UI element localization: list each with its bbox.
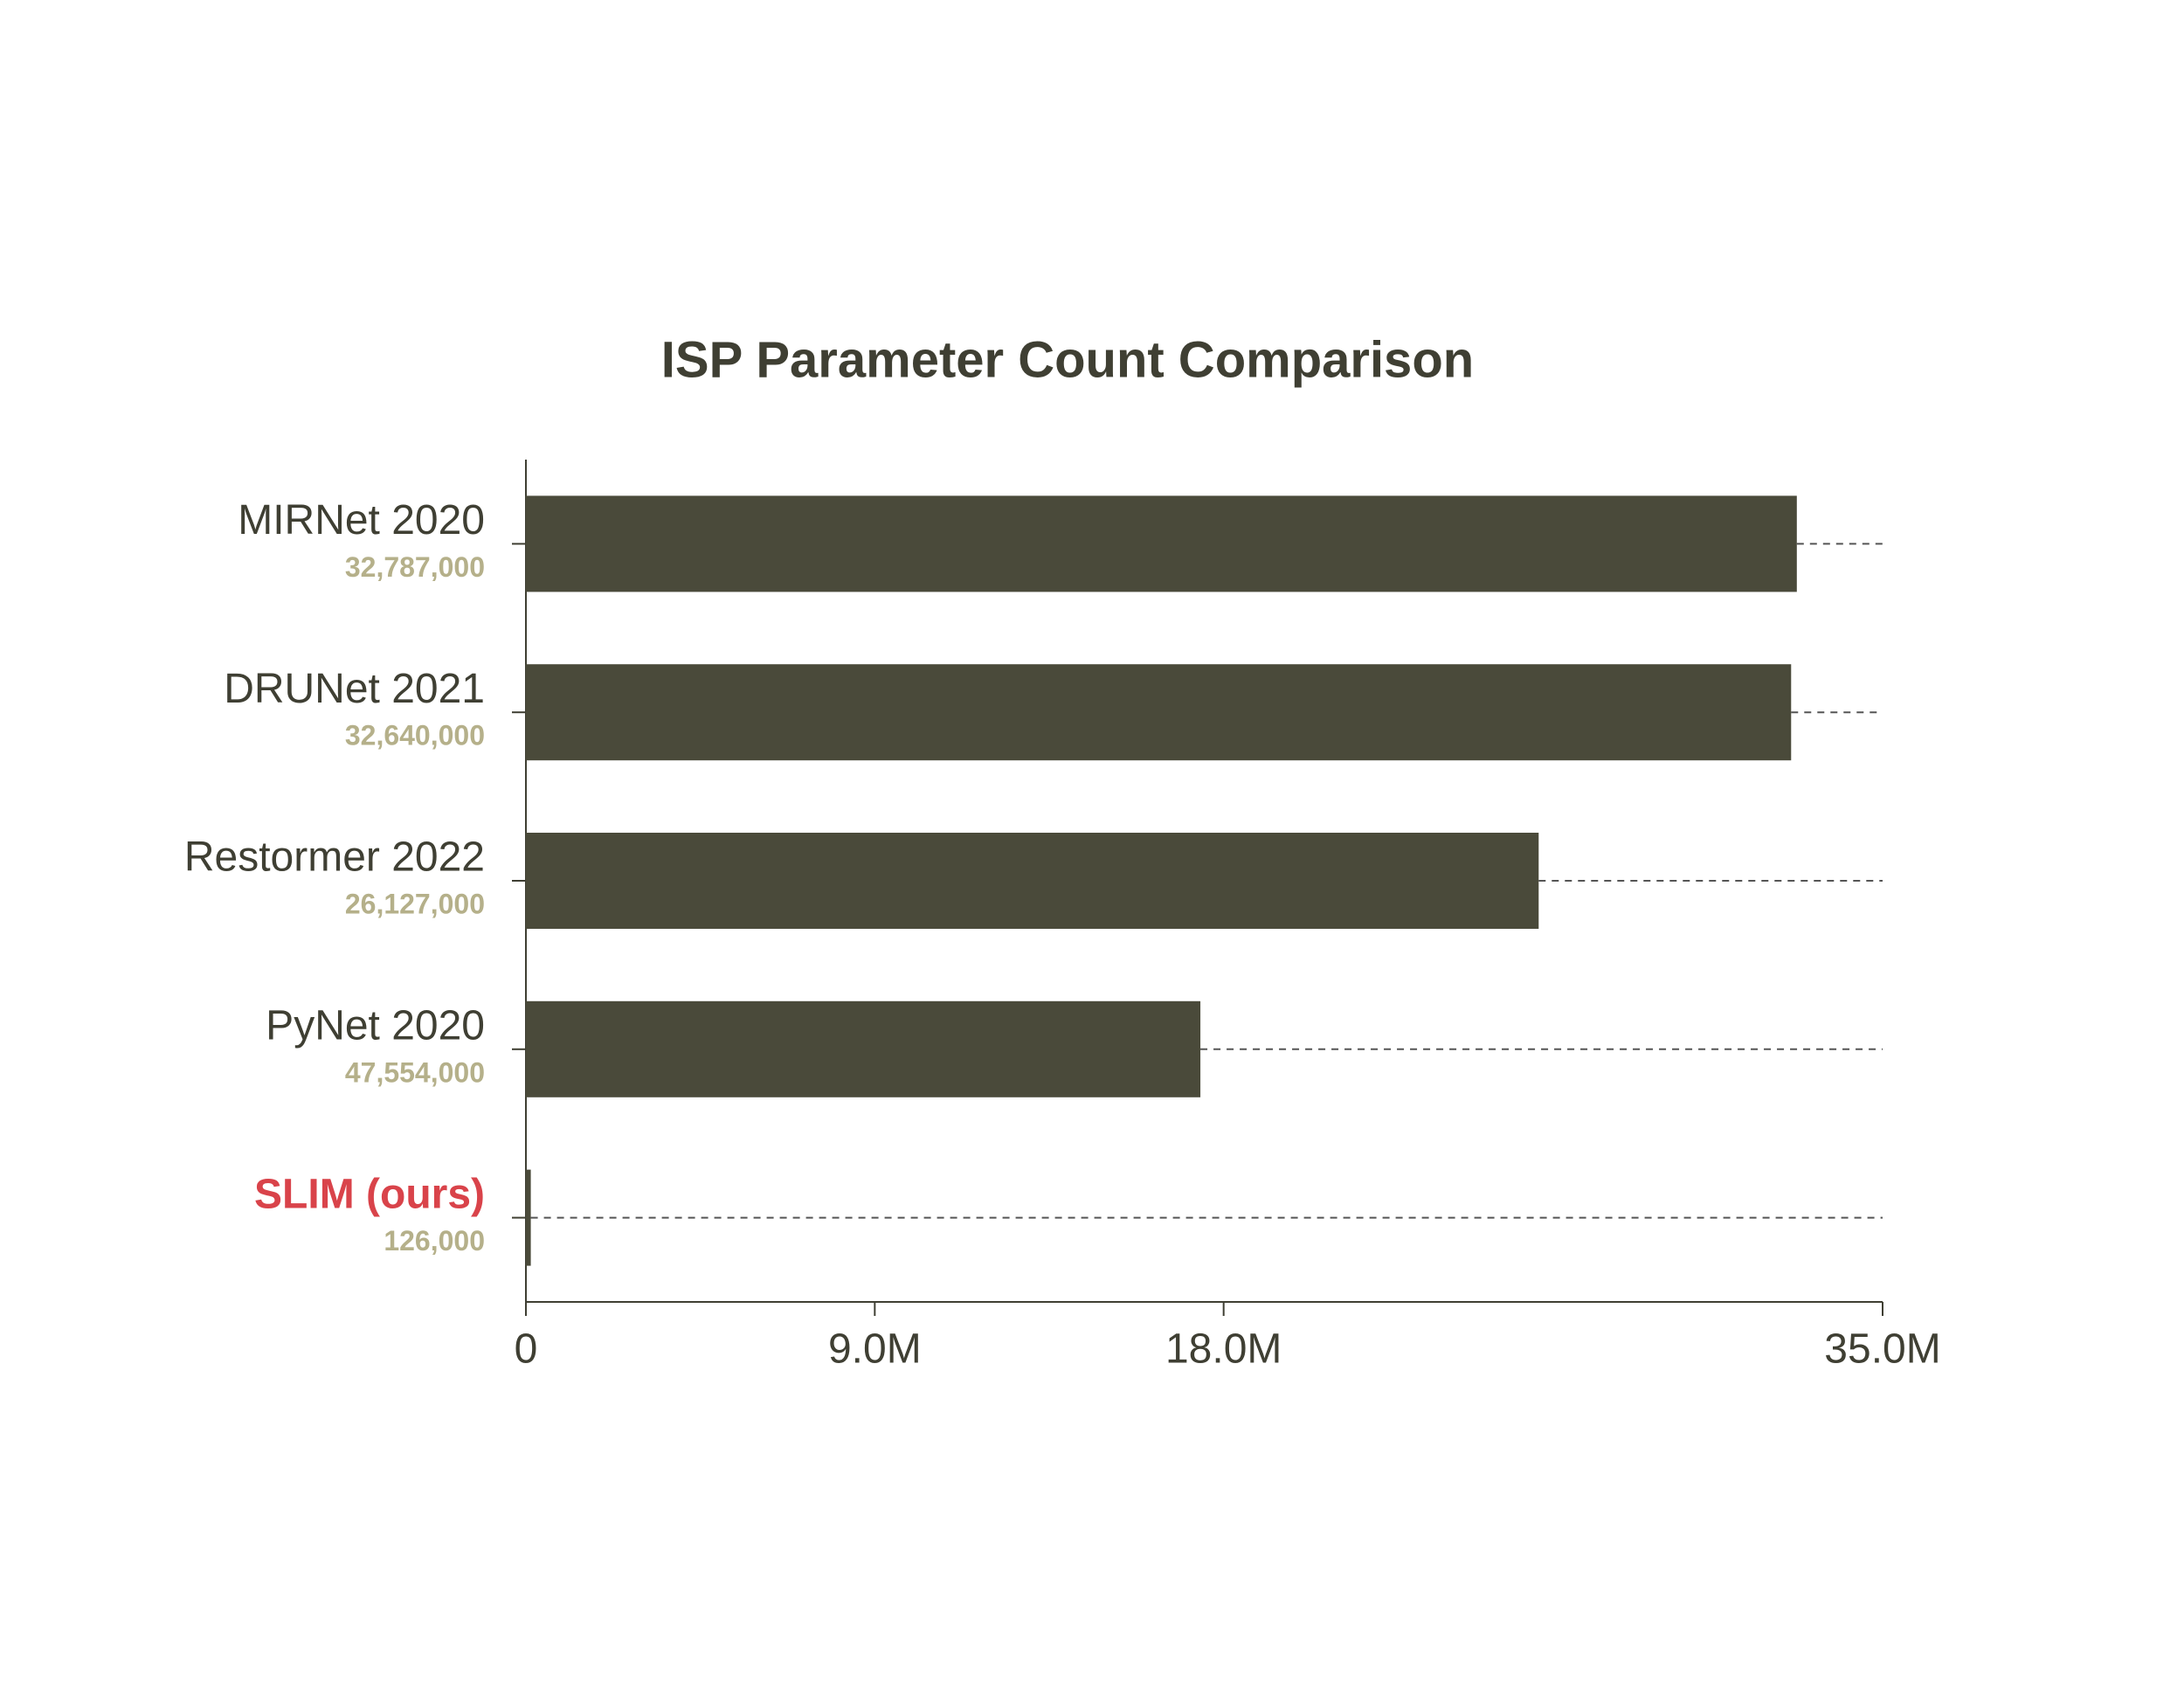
- y-tick-label: PyNet 2020: [266, 1002, 485, 1049]
- x-tick-label: 18.0M: [1165, 1326, 1282, 1373]
- y-tick-label: MIRNet 2020: [238, 497, 485, 543]
- bar: [526, 1169, 531, 1266]
- x-tick-label: 9.0M: [828, 1326, 922, 1373]
- category-sublabel: 32,787,000: [345, 551, 485, 583]
- category-sublabel: 47,554,000: [345, 1056, 485, 1088]
- x-tick-label: 35.0M: [1824, 1326, 1940, 1373]
- bar: [526, 833, 1539, 929]
- chart-title: ISP Parameter Count Comparison: [661, 331, 1474, 388]
- category-sublabel: 32,640,000: [345, 720, 485, 751]
- bar: [526, 1000, 1201, 1097]
- category-sublabel: 126,000: [384, 1225, 485, 1256]
- category-sublabel: 26,127,000: [345, 888, 485, 919]
- y-tick-label: SLIM (ours): [254, 1171, 485, 1217]
- y-tick-label: DRUNet 2021: [224, 666, 485, 712]
- x-tick-label: 0: [515, 1326, 538, 1373]
- bar: [526, 495, 1797, 592]
- y-tick-label: Restormer 2022: [184, 834, 485, 881]
- bar: [526, 664, 1792, 761]
